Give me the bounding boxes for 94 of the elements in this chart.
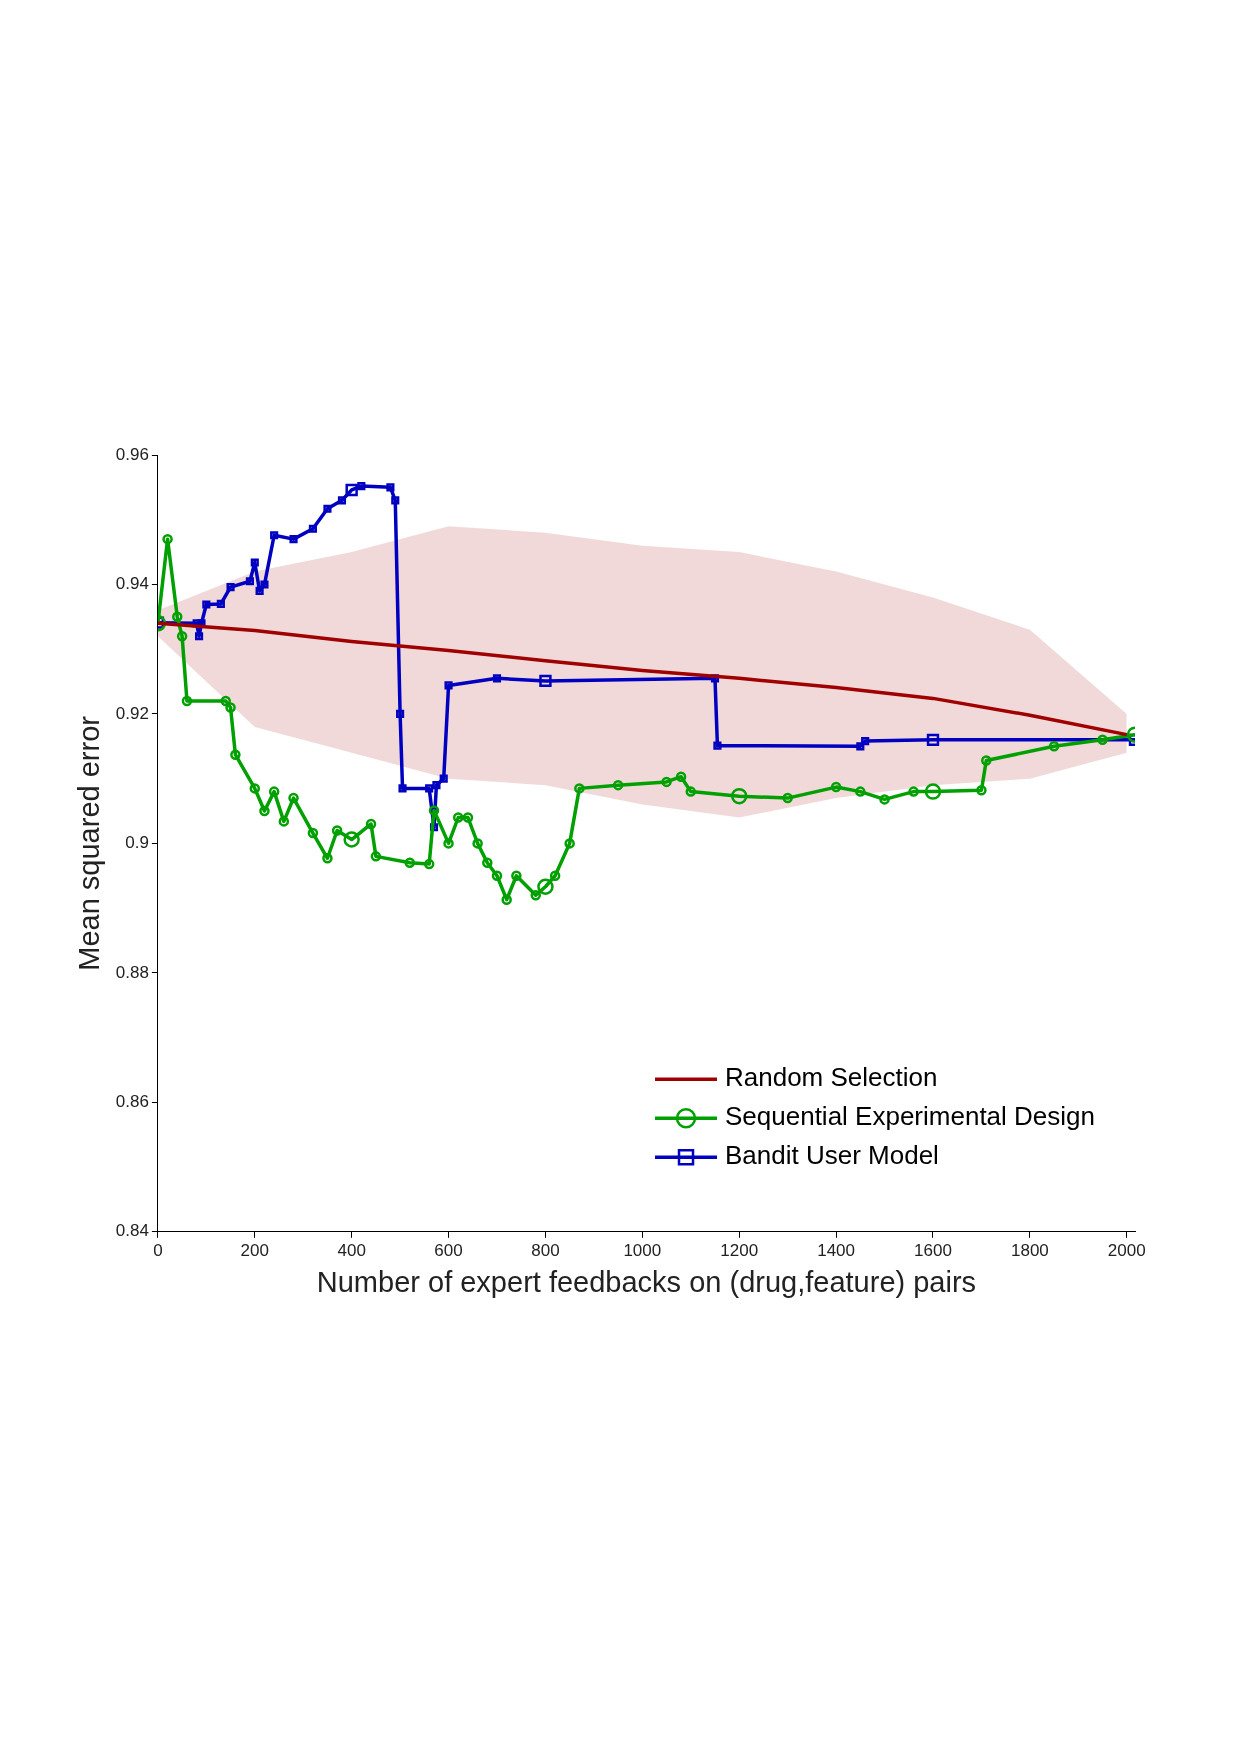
- point: [220, 695, 231, 707]
- point: [391, 496, 400, 505]
- point: [908, 786, 919, 797]
- point: [386, 483, 395, 492]
- y-tick-label: 0.86: [115, 1092, 149, 1112]
- point: [564, 838, 575, 849]
- point: [976, 785, 987, 796]
- point: [491, 870, 503, 882]
- point: [181, 695, 193, 707]
- x-tick-label: 400: [337, 1240, 366, 1260]
- point: [861, 737, 870, 746]
- point: [289, 535, 298, 544]
- point: [260, 580, 269, 589]
- point: [830, 781, 842, 793]
- point: [675, 771, 687, 782]
- point: [444, 681, 453, 690]
- point: [249, 783, 261, 794]
- point: [549, 870, 561, 882]
- legend-label: Random Selection: [725, 1062, 938, 1093]
- point: [202, 600, 211, 609]
- point: [288, 792, 299, 804]
- point: [511, 870, 522, 882]
- point: [307, 827, 319, 839]
- point: [270, 531, 279, 540]
- point: [501, 894, 512, 905]
- point: [370, 851, 382, 862]
- y-tick-label: 0.9: [125, 833, 149, 853]
- point: [308, 524, 317, 533]
- x-tick-label: 200: [240, 1240, 269, 1260]
- point: [225, 702, 236, 713]
- point: [278, 816, 290, 827]
- point: [322, 853, 333, 864]
- point: [452, 812, 464, 823]
- x-axis-title: Number of expert feedbacks on (drug,feature) pairs: [316, 1265, 977, 1298]
- point: [398, 784, 407, 793]
- point: [574, 783, 585, 794]
- point: [268, 786, 280, 797]
- legend-label: Sequential Experimental Design: [725, 1101, 1096, 1132]
- point: [472, 838, 483, 849]
- point: [443, 838, 454, 849]
- y-tick-label: 0.96: [115, 444, 149, 464]
- point: [428, 805, 440, 816]
- point: [331, 825, 343, 836]
- y-tick-label: 0.88: [115, 962, 149, 982]
- y-tick-label: 0.84: [115, 1221, 149, 1241]
- x-tick-label: 0: [153, 1240, 163, 1260]
- point: [530, 889, 541, 901]
- point: [250, 558, 259, 567]
- point: [782, 792, 793, 804]
- point: [216, 599, 225, 608]
- x-tick-label: 1800: [1010, 1240, 1049, 1260]
- y-tick-label: 0.92: [115, 703, 149, 723]
- legend-label: Bandit User Model: [725, 1140, 939, 1171]
- point: [879, 794, 890, 805]
- point: [482, 857, 493, 869]
- point: [337, 496, 347, 505]
- point: [612, 779, 624, 791]
- x-tick-label: 2000: [1107, 1240, 1146, 1260]
- point: [245, 577, 255, 586]
- point: [404, 857, 416, 869]
- point: [357, 481, 366, 491]
- point: [432, 781, 441, 790]
- x-tick-label: 1000: [623, 1240, 662, 1260]
- point: [226, 582, 235, 592]
- point: [425, 784, 434, 793]
- point: [1048, 741, 1060, 752]
- point: [230, 749, 241, 760]
- point: [1097, 734, 1108, 746]
- point: [172, 611, 183, 623]
- x-tick-label: 1200: [720, 1240, 759, 1260]
- point: [194, 632, 204, 641]
- point: [365, 818, 377, 830]
- point: [162, 533, 173, 545]
- point: [661, 776, 672, 788]
- point: [423, 858, 435, 870]
- x-tick-label: 1400: [817, 1240, 856, 1260]
- point: [323, 504, 332, 513]
- point: [713, 741, 722, 750]
- y-axis-title: Mean squared error: [73, 715, 106, 971]
- point: [396, 709, 405, 719]
- point: [462, 812, 474, 823]
- x-tick-label: 800: [531, 1240, 560, 1260]
- point: [855, 786, 866, 797]
- x-tick-label: 600: [434, 1240, 463, 1260]
- point: [492, 674, 502, 683]
- point: [981, 755, 992, 766]
- y-tick-label: 0.94: [115, 574, 149, 594]
- point: [255, 586, 264, 596]
- point: [176, 631, 188, 642]
- point: [856, 742, 865, 751]
- x-tick-label: 1600: [914, 1240, 952, 1260]
- point: [685, 786, 697, 797]
- point: [259, 805, 270, 817]
- point: [439, 774, 448, 783]
